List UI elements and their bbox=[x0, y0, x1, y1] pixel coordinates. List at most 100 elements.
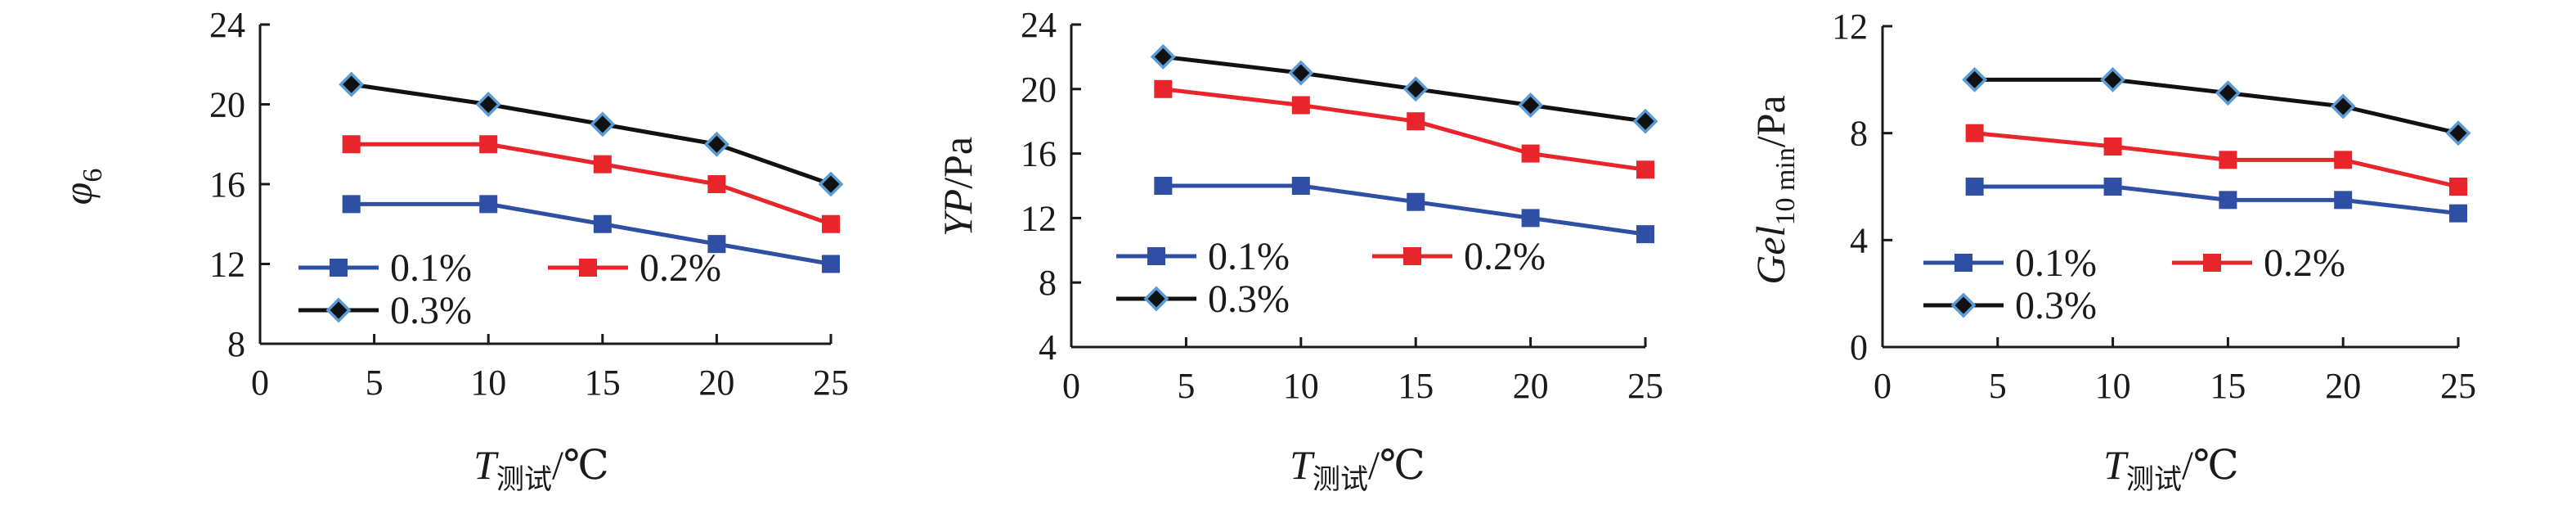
series-line bbox=[1974, 77, 2459, 136]
data-point bbox=[342, 195, 361, 214]
y-tick-label: 4 bbox=[1850, 220, 1868, 260]
data-point bbox=[818, 171, 844, 197]
y-axis-title-subscript: 6 bbox=[78, 169, 108, 183]
y-tick-label: 8 bbox=[1850, 114, 1868, 154]
data-point bbox=[707, 235, 726, 254]
legend-item: 0.2% bbox=[1372, 235, 1546, 278]
x-axis-title-subscript: 测试 bbox=[496, 465, 552, 495]
data-point bbox=[1291, 177, 1310, 195]
x-tick-label: 0 bbox=[251, 363, 269, 403]
data-point bbox=[2103, 138, 2122, 156]
legend-swatch-marker bbox=[1950, 292, 1977, 318]
legend-swatch-marker bbox=[2203, 254, 2221, 272]
y-tick-label: 20 bbox=[1021, 70, 1057, 110]
data-point bbox=[1521, 144, 1540, 163]
y-tick-label: 0 bbox=[1850, 327, 1868, 367]
svg-text:YP/Pa: YP/Pa bbox=[935, 137, 981, 237]
data-point bbox=[590, 111, 616, 138]
legend-label: 0.3% bbox=[390, 289, 472, 332]
legend-swatch-marker bbox=[1954, 254, 1972, 272]
legend-label: 0.1% bbox=[2015, 241, 2097, 285]
y-ticks: 8 12 16 20 24 bbox=[209, 5, 270, 364]
x-tick-label: 20 bbox=[698, 363, 734, 403]
x-axis-title: T测试/℃ bbox=[1290, 442, 1425, 495]
y-tick-label: 12 bbox=[209, 245, 245, 285]
legend-label: 0.2% bbox=[640, 246, 721, 290]
axes bbox=[1070, 25, 1645, 349]
data-point bbox=[1407, 192, 1425, 211]
data-point bbox=[339, 71, 365, 97]
data-point bbox=[2334, 191, 2353, 210]
x-tick-label: 20 bbox=[2325, 366, 2361, 406]
data-point bbox=[1962, 66, 1988, 92]
data-point bbox=[1288, 60, 1314, 86]
x-tick-label: 20 bbox=[1513, 366, 1549, 406]
x-tick-label: 0 bbox=[1874, 366, 1892, 406]
y-axis-title-main: YP bbox=[935, 189, 981, 237]
y-tick-label: 8 bbox=[1039, 263, 1057, 303]
svg-text:φ6: φ6 bbox=[55, 169, 108, 205]
y-tick-label: 24 bbox=[1021, 5, 1057, 45]
y-tick-label: 12 bbox=[1832, 7, 1868, 47]
x-axis-title-subscript: 测试 bbox=[1313, 465, 1368, 495]
svg-text:T测试/℃: T测试/℃ bbox=[473, 442, 609, 495]
x-tick-label: 10 bbox=[470, 363, 506, 403]
series-0_1pct bbox=[1965, 178, 2467, 223]
data-point bbox=[1521, 209, 1540, 228]
data-point bbox=[1636, 225, 1654, 244]
legend-label: 0.1% bbox=[390, 246, 472, 290]
legend-swatch-marker bbox=[325, 297, 352, 323]
data-point bbox=[1154, 177, 1173, 195]
series-0_3pct bbox=[339, 71, 844, 197]
series-0_1pct bbox=[1154, 177, 1654, 244]
y-ticks: 4 8 12 16 20 24 bbox=[1021, 5, 1081, 367]
data-point bbox=[1407, 112, 1425, 131]
svg-text:Gel10 min/Pa: Gel10 min/Pa bbox=[1748, 95, 1801, 285]
data-point bbox=[342, 135, 361, 154]
y-tick-label: 8 bbox=[227, 324, 245, 364]
series-0_3pct bbox=[1962, 66, 2471, 147]
chart-panel-phi6: φ6 T测试/℃ 8 12 16 20 24 0 5 10 15 20 25 0.1% 0.2% 0.3% bbox=[55, 5, 849, 495]
series-line bbox=[1163, 183, 1646, 237]
x-axis-title-unit: /℃ bbox=[2182, 442, 2239, 488]
data-point bbox=[479, 135, 498, 154]
x-axis-title: T测试/℃ bbox=[2103, 442, 2239, 495]
x-tick-label: 10 bbox=[2095, 366, 2131, 406]
x-axis-title-unit: /℃ bbox=[1368, 442, 1425, 488]
x-ticks: 0 5 10 15 20 25 bbox=[1062, 337, 1663, 406]
data-point bbox=[2215, 80, 2241, 106]
data-point bbox=[479, 195, 498, 214]
y-tick-label: 4 bbox=[1039, 327, 1057, 367]
data-point bbox=[1518, 92, 1544, 118]
y-axis-title: YP/Pa bbox=[935, 137, 981, 237]
legend-label: 0.3% bbox=[2015, 284, 2097, 327]
y-tick-label: 12 bbox=[1021, 198, 1057, 238]
legend-swatch-marker bbox=[330, 259, 348, 277]
data-point bbox=[822, 214, 840, 233]
x-tick-label: 10 bbox=[1283, 366, 1319, 406]
data-point bbox=[1402, 76, 1429, 102]
series-0_2pct bbox=[1965, 124, 2467, 196]
y-axis-title: φ6 bbox=[55, 169, 108, 205]
data-point bbox=[1636, 160, 1654, 179]
legend-label: 0.2% bbox=[2264, 241, 2345, 285]
data-point bbox=[2100, 66, 2126, 92]
data-point bbox=[1150, 43, 1176, 70]
data-point bbox=[593, 214, 612, 233]
y-axis-title-main: Gel bbox=[1748, 226, 1793, 285]
legend-swatch-marker bbox=[579, 259, 597, 277]
data-point bbox=[703, 131, 729, 157]
data-point bbox=[593, 155, 612, 174]
x-tick-label: 15 bbox=[2210, 366, 2246, 406]
axes bbox=[258, 25, 831, 345]
x-tick-label: 5 bbox=[1177, 366, 1195, 406]
x-tick-label: 25 bbox=[1627, 366, 1663, 406]
series-line bbox=[351, 142, 832, 227]
legend-swatch-marker bbox=[1143, 286, 1169, 312]
legend: 0.1% 0.2% 0.3% bbox=[1923, 241, 2345, 327]
series-0_3pct bbox=[1150, 43, 1658, 134]
data-point bbox=[707, 175, 726, 193]
data-point bbox=[2219, 151, 2237, 169]
